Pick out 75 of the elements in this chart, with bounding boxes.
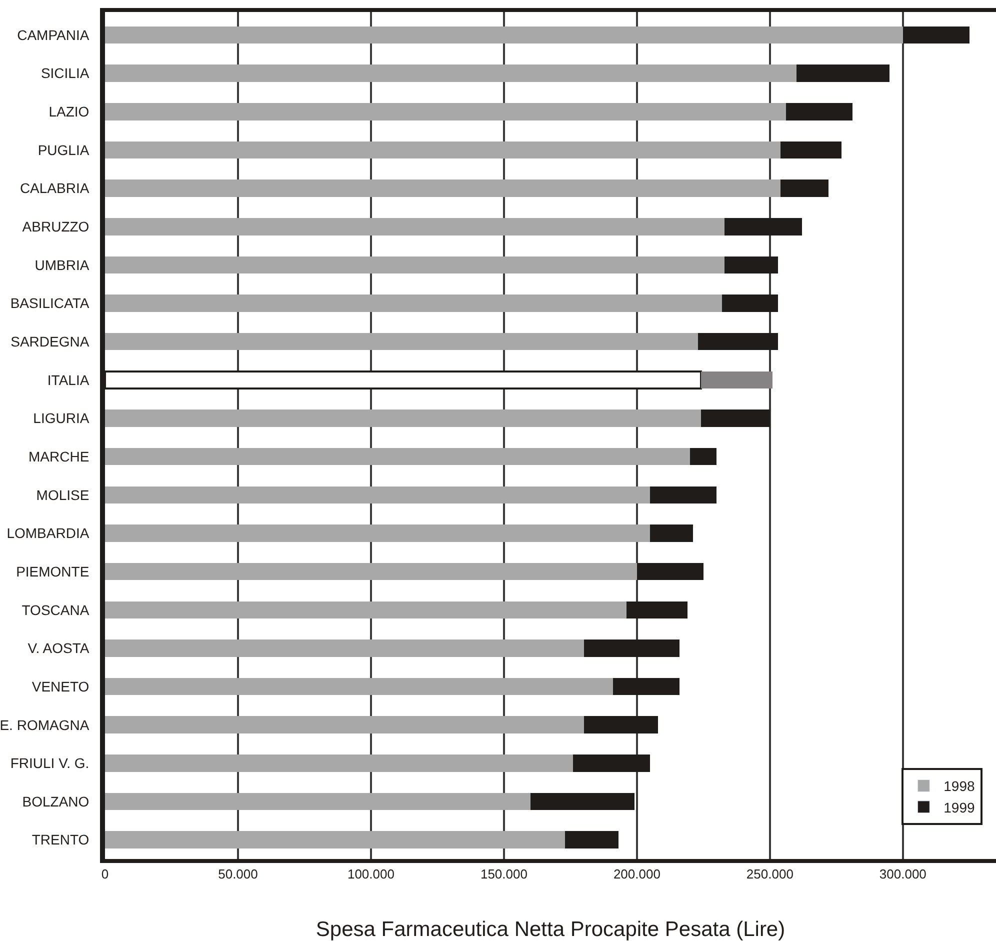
x-tick-label: 100.000 [347, 866, 394, 882]
bar [780, 180, 828, 197]
bar [724, 218, 802, 236]
bar [105, 332, 698, 350]
y-tick-label: SICILIA [40, 65, 90, 82]
bar [105, 601, 626, 619]
bar [690, 448, 717, 466]
legend-label: 1999 [944, 799, 975, 816]
y-tick-label: UMBRIA [34, 256, 90, 273]
bar [105, 448, 690, 466]
y-tick-label: LAZIO [48, 104, 90, 120]
bar [796, 64, 890, 82]
bar [105, 26, 903, 44]
y-tick-label: BASILICATA [10, 295, 90, 312]
bar [700, 371, 773, 389]
bar [786, 103, 852, 120]
y-tick-label: PUGLIA [38, 142, 90, 158]
y-tick-label: CAMPANIA [17, 26, 90, 43]
x-tick-label: 50.000 [218, 866, 258, 882]
x-tick-label: 300.000 [879, 866, 926, 882]
bar [700, 410, 770, 427]
bar [105, 792, 531, 810]
bar [902, 26, 970, 44]
bar [722, 294, 778, 312]
bar [105, 180, 781, 197]
x-axis-title: Spesa Farmaceutica Netta Procapite Pesata (Lire) [316, 918, 786, 941]
bar [584, 640, 680, 657]
bar [724, 256, 778, 274]
y-tick-label: SARDEGNA [10, 334, 90, 350]
bar [105, 524, 650, 542]
x-tick-label: 250.000 [746, 866, 794, 882]
y-tick-label: MARCHE [28, 448, 90, 464]
bar [105, 410, 701, 427]
bar [650, 524, 693, 542]
bar [105, 486, 650, 504]
y-tick-label: LIGURIA [33, 410, 90, 426]
y-tick-label: VENETO [32, 678, 90, 694]
bar [105, 294, 722, 312]
bar [105, 64, 797, 82]
y-tick-label: TOSCANA [22, 602, 90, 618]
y-tick-label: CALABRIA [20, 180, 90, 196]
y-tick-label: PIEMONTE [16, 563, 90, 580]
x-tick-label: 150.000 [480, 866, 528, 882]
x-tick-label: 200.000 [613, 866, 660, 882]
bar [626, 601, 688, 619]
bar [105, 256, 725, 274]
y-tick-label: LOMBARDIA [6, 525, 90, 542]
bar [613, 678, 680, 696]
bar [105, 754, 574, 772]
bar [780, 141, 842, 159]
bar [698, 332, 778, 350]
bar [105, 103, 786, 120]
bar [105, 640, 584, 657]
y-tick-label: MOLISE [36, 486, 90, 503]
bar [105, 678, 613, 696]
y-tick-label: ABRUZZO [22, 218, 90, 235]
bar [584, 716, 658, 734]
bar [650, 486, 717, 504]
bar [530, 792, 634, 810]
bar [105, 831, 566, 848]
y-tick-label: ITALIA [47, 372, 90, 388]
bar [105, 218, 725, 236]
bar [105, 716, 584, 734]
y-tick-label: TRENTO [32, 832, 90, 848]
bar [565, 831, 618, 848]
y-tick-label: E. ROMAGNA [0, 716, 90, 733]
y-tick-label: V. AOSTA [28, 640, 90, 656]
bar [573, 754, 650, 772]
y-tick-label: BOLZANO [22, 793, 90, 810]
y-tick-label: FRIULI V. G. [10, 755, 90, 772]
bar [636, 562, 704, 580]
bar [105, 141, 781, 159]
x-tick-label: 0 [101, 866, 109, 882]
bar [105, 562, 637, 580]
legend-label: 1998 [944, 778, 975, 794]
